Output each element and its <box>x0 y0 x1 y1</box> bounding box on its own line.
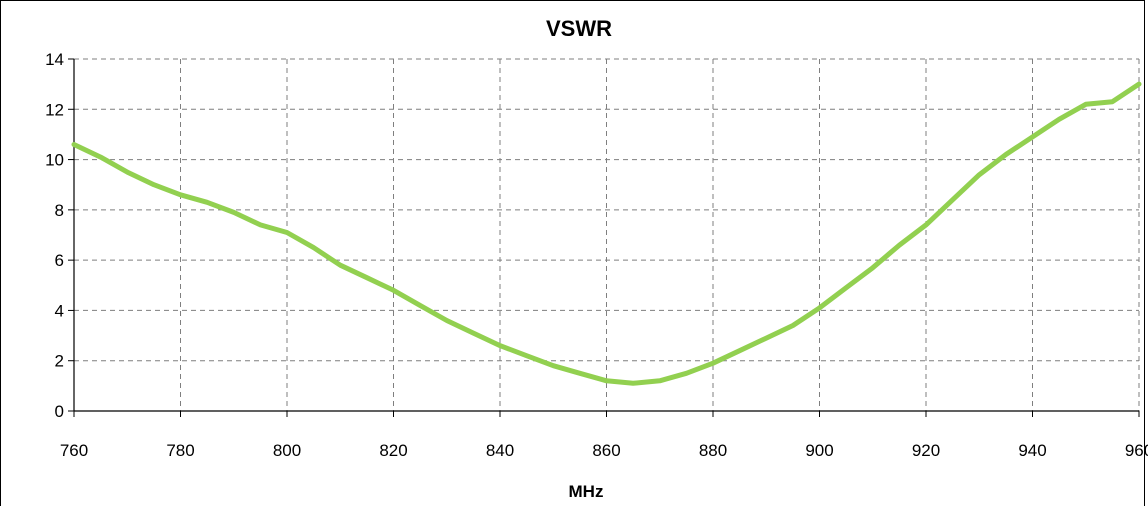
x-tick-label: 760 <box>60 441 88 460</box>
x-tick-label: 880 <box>699 441 727 460</box>
vswr-series-line <box>71 81 1142 386</box>
axes-layer <box>68 58 1140 417</box>
x-tick-label: 840 <box>486 441 514 460</box>
x-tick-label: 800 <box>273 441 301 460</box>
x-tick-label: 820 <box>379 441 407 460</box>
x-tick-label: 960 <box>1125 441 1148 460</box>
y-tick-label: 12 <box>45 100 64 119</box>
x-tick-label: 860 <box>592 441 620 460</box>
x-tick-label: 780 <box>166 441 194 460</box>
grid-layer <box>74 58 1140 411</box>
y-tick-label: 4 <box>55 301 64 320</box>
series-layer <box>71 81 1142 386</box>
y-tick-label: 8 <box>55 201 64 220</box>
y-tick-label: 14 <box>45 50 64 69</box>
y-tick-label: 6 <box>55 251 64 270</box>
ticks-layer: 0 2 4 6 8 10 12 14 760 780 800 820 840 860 880 900 920 94… <box>45 50 1148 460</box>
x-tick-label: 900 <box>805 441 833 460</box>
x-tick-label: 940 <box>1018 441 1046 460</box>
chart-title: VSWR <box>546 16 612 41</box>
y-tick-label: 2 <box>55 352 64 371</box>
x-axis-label: MHz <box>569 482 604 501</box>
x-tick-label: 920 <box>912 441 940 460</box>
y-tick-label: 0 <box>55 402 64 421</box>
y-tick-label: 10 <box>45 151 64 170</box>
